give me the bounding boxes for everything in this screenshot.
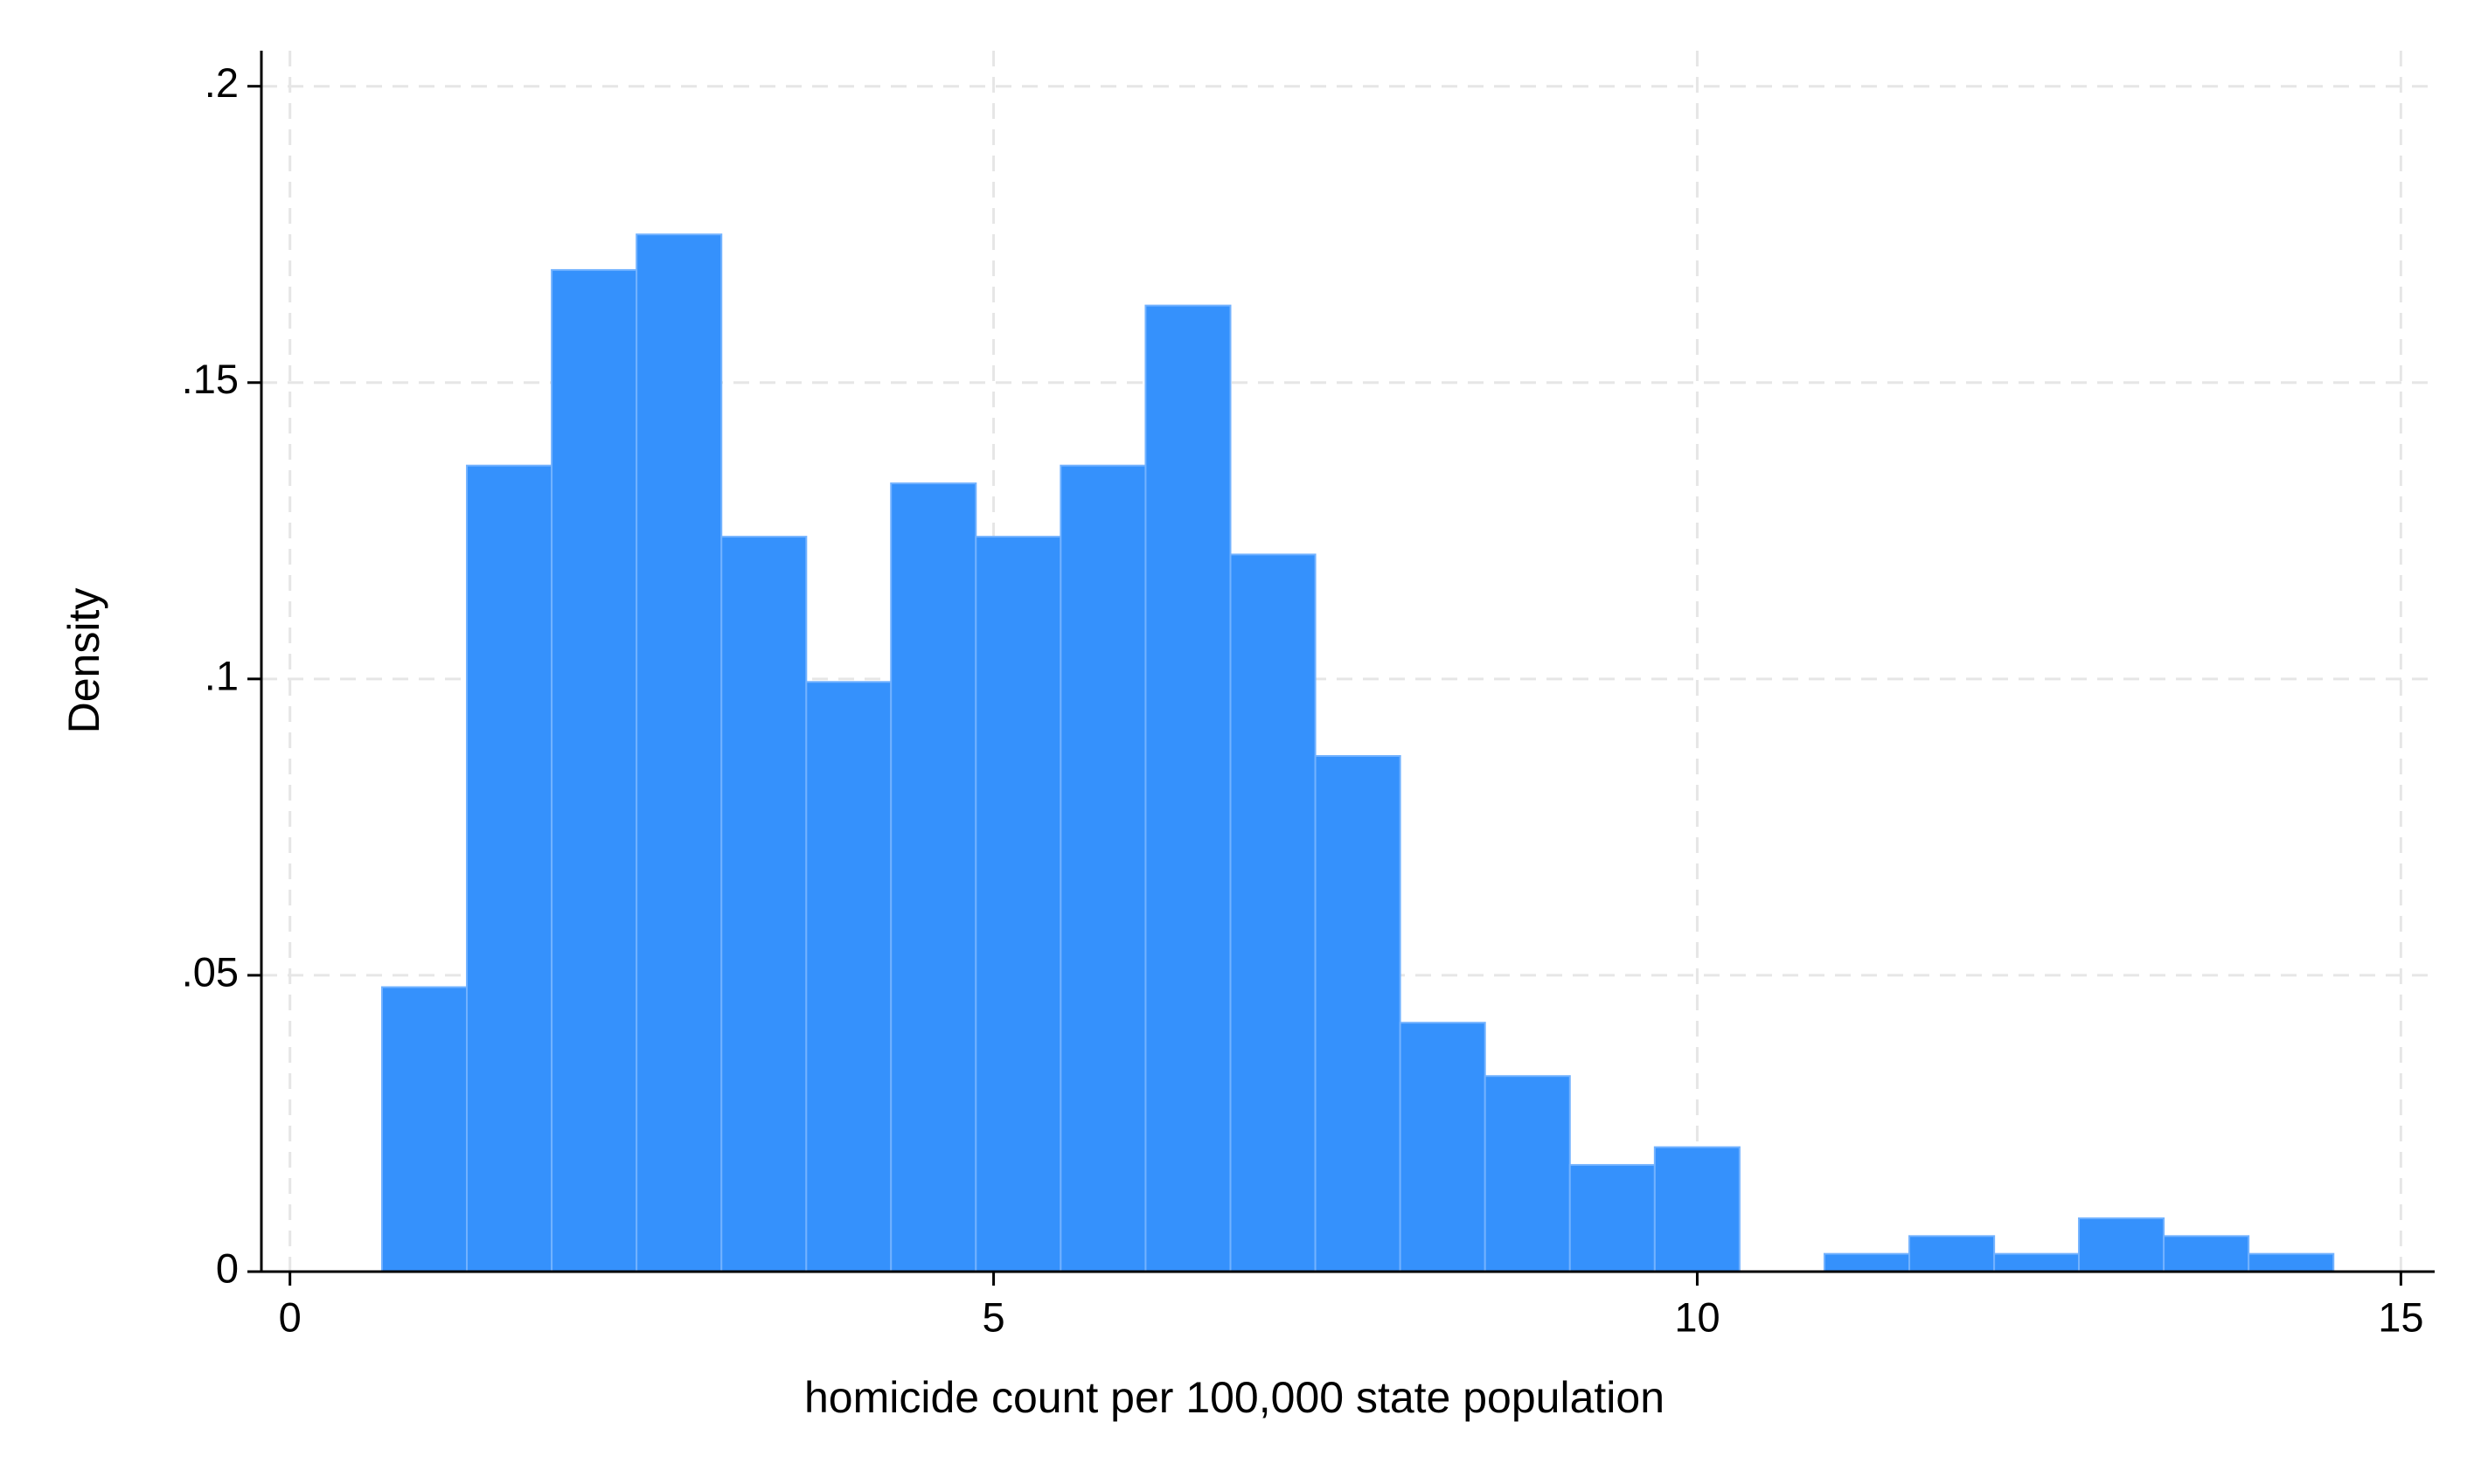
bar bbox=[2078, 1217, 2165, 1273]
x-tick-label: 15 bbox=[2378, 1293, 2423, 1340]
y-axis-title: Density bbox=[59, 588, 108, 734]
bar bbox=[466, 464, 553, 1272]
bar bbox=[1568, 1163, 1656, 1272]
y-tick-label: .15 bbox=[182, 356, 239, 402]
bar bbox=[720, 536, 808, 1272]
x-tick-label: 5 bbox=[983, 1293, 1005, 1340]
bar bbox=[1144, 304, 1232, 1272]
bar bbox=[1229, 553, 1317, 1272]
bar bbox=[636, 233, 723, 1272]
bar bbox=[805, 681, 893, 1272]
bar bbox=[1399, 1022, 1486, 1273]
bar bbox=[1060, 464, 1147, 1272]
y-tick-label: .2 bbox=[205, 59, 239, 106]
x-axis-title: homicide count per 100,000 state populat… bbox=[804, 1373, 1664, 1422]
bar bbox=[975, 536, 1062, 1272]
bar bbox=[890, 482, 977, 1272]
bar bbox=[1484, 1075, 1571, 1272]
bar bbox=[1993, 1252, 2081, 1273]
x-tick-label: 0 bbox=[279, 1293, 302, 1340]
y-tick-label: 0 bbox=[216, 1245, 239, 1291]
bar bbox=[551, 268, 638, 1272]
bar bbox=[1908, 1235, 1996, 1272]
x-tick-label: 10 bbox=[1674, 1293, 1720, 1340]
bar bbox=[380, 986, 469, 1273]
bar bbox=[1823, 1252, 1911, 1273]
bar bbox=[1314, 755, 1401, 1272]
bar bbox=[2248, 1252, 2335, 1273]
y-tick-label: .1 bbox=[205, 652, 239, 698]
bar bbox=[1653, 1146, 1741, 1273]
y-tick-label: .05 bbox=[182, 948, 239, 995]
bar bbox=[2163, 1235, 2250, 1272]
